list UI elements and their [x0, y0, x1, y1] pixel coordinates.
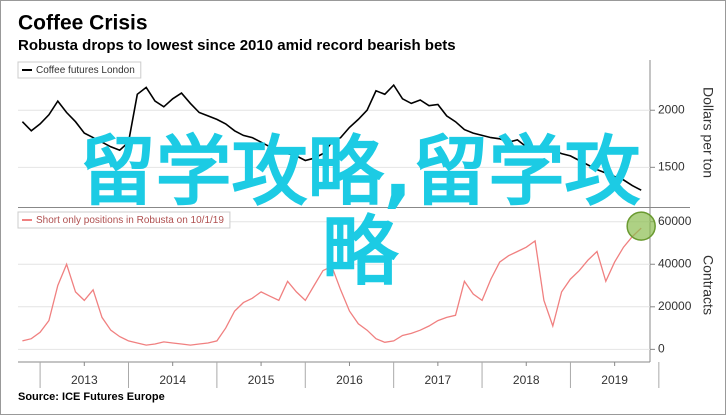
x-tick-label: 2018	[513, 373, 540, 387]
chart-title: Coffee Crisis	[18, 12, 148, 35]
legend-label: Short only positions in Robusta on 10/1/…	[36, 215, 224, 226]
highlight	[626, 211, 656, 241]
chart-subtitle: Robusta drops to lowest since 2010 amid …	[18, 37, 456, 54]
x-tick-label: 2015	[248, 373, 275, 387]
data-line	[21, 83, 642, 191]
legend-label: Coffee futures London	[36, 65, 135, 76]
y-tick-label: 60000	[658, 214, 692, 228]
watermark: 留学攻略,留学攻略	[79, 127, 641, 296]
y-tick-label: 40000	[658, 256, 692, 270]
legend-box	[17, 61, 142, 79]
data-line	[22, 227, 642, 346]
y-axis-label: Contracts	[700, 255, 716, 315]
x-tick-label: 2013	[71, 373, 98, 387]
x-tick-label: 2019	[601, 373, 628, 387]
x-tick-label: 2014	[159, 373, 186, 387]
source: Source: ICE Futures Europe	[18, 391, 165, 403]
y-tick-label: 2000	[658, 102, 685, 116]
legend-box	[17, 211, 231, 229]
y-tick-label: 20000	[658, 299, 692, 313]
x-tick-label: 2016	[336, 373, 363, 387]
y-tick-label: 1500	[658, 159, 685, 173]
y-axis-label: Dollars per ton	[700, 87, 716, 178]
y-tick-label: 0	[658, 342, 665, 356]
x-tick-label: 2017	[425, 373, 452, 387]
